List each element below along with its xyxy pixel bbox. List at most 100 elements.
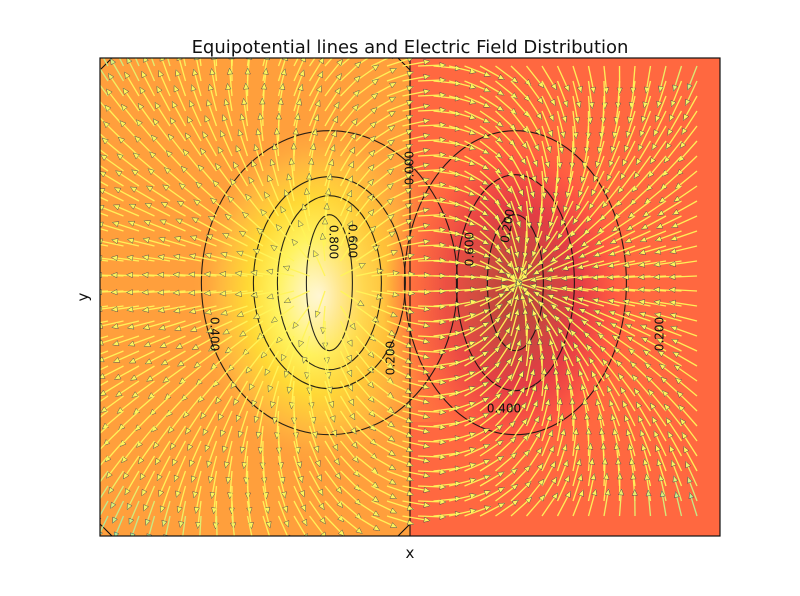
field-arrow-head bbox=[608, 310, 616, 317]
field-arrow-head bbox=[139, 473, 146, 481]
field-arrow-head bbox=[598, 427, 605, 435]
field-arrow-head bbox=[368, 149, 376, 157]
field-arrow-head bbox=[607, 262, 615, 269]
field-arrow-head bbox=[373, 524, 381, 531]
field-arrow-shaft bbox=[100, 515, 109, 535]
field-arrow-head bbox=[215, 397, 222, 405]
field-arrow-head bbox=[260, 209, 267, 217]
field-arrow-head bbox=[681, 432, 688, 440]
field-arrow-head bbox=[369, 225, 377, 233]
field-arrow-head bbox=[291, 238, 299, 246]
field-arrow-shaft bbox=[213, 58, 218, 82]
field-arrow-head bbox=[142, 324, 150, 330]
field-arrow-head bbox=[352, 89, 360, 97]
field-arrow-head bbox=[511, 499, 519, 506]
field-arrow-head bbox=[655, 115, 661, 123]
field-arrow-head bbox=[517, 189, 524, 197]
field-arrow-head bbox=[264, 506, 271, 514]
field-arrow-head bbox=[346, 189, 352, 198]
field-arrow-head bbox=[653, 430, 660, 438]
field-arrow-head bbox=[348, 398, 355, 407]
field-arrow-head bbox=[656, 338, 664, 344]
field-arrow-head bbox=[317, 71, 324, 79]
field-arrow-head bbox=[282, 505, 288, 514]
field-arrow-head bbox=[315, 310, 321, 318]
field-arrow-head bbox=[100, 221, 104, 228]
field-arrow-head bbox=[387, 154, 395, 161]
negative-contour-middle bbox=[455, 174, 575, 392]
field-arrow-head bbox=[205, 234, 214, 241]
field-arrow-head bbox=[639, 236, 647, 242]
field-arrow-head bbox=[422, 177, 431, 184]
field-arrow-head bbox=[484, 264, 492, 271]
field-arrow-shaft bbox=[100, 380, 109, 387]
field-arrow-head bbox=[319, 517, 326, 525]
field-arrow-head bbox=[376, 293, 384, 300]
field-arrow-head bbox=[624, 145, 630, 153]
field-arrow-head bbox=[369, 121, 377, 129]
field-arrow-head bbox=[368, 410, 376, 417]
field-arrow-head bbox=[493, 331, 501, 338]
field-arrow-head bbox=[542, 177, 549, 185]
field-arrow-head bbox=[423, 413, 431, 420]
field-arrow-shaft bbox=[150, 58, 156, 67]
field-arrow-head bbox=[623, 311, 631, 317]
field-arrow-head bbox=[585, 427, 592, 435]
field-arrow-head bbox=[516, 204, 523, 213]
field-arrow-head bbox=[272, 535, 273, 536]
field-arrow-head bbox=[495, 408, 503, 416]
field-arrow-head bbox=[588, 457, 595, 465]
field-arrow-head bbox=[406, 325, 414, 332]
field-arrow-head bbox=[612, 131, 618, 139]
field-arrow-head bbox=[222, 445, 228, 453]
field-arrow-head bbox=[176, 200, 185, 207]
field-arrow-head bbox=[388, 464, 397, 471]
field-arrow-head bbox=[406, 100, 414, 106]
field-arrow-shaft bbox=[100, 440, 109, 451]
field-arrow-shaft bbox=[277, 58, 283, 67]
field-arrow-head bbox=[234, 270, 242, 277]
field-arrow-head bbox=[253, 313, 261, 319]
field-arrow-head bbox=[510, 452, 518, 460]
field-arrow-head bbox=[100, 289, 102, 296]
field-arrow-head bbox=[222, 233, 230, 239]
field-arrow-head bbox=[131, 391, 139, 398]
field-arrow-head bbox=[185, 427, 192, 435]
field-arrow-head bbox=[622, 286, 629, 293]
field-arrow-head bbox=[665, 417, 672, 425]
field-arrow-head bbox=[672, 84, 679, 92]
field-arrow-head bbox=[670, 459, 677, 467]
field-arrow-head bbox=[200, 147, 207, 155]
field-arrow-head bbox=[218, 413, 224, 421]
field-arrow-head bbox=[516, 279, 522, 287]
field-arrow-head bbox=[406, 235, 414, 242]
field-arrow-head bbox=[371, 78, 379, 86]
contour-label-negative-core: 0.200 bbox=[498, 208, 518, 244]
field-arrow-head bbox=[222, 328, 230, 335]
field-arrow-head bbox=[482, 132, 491, 139]
lower-left-contour-corner bbox=[100, 523, 113, 536]
field-arrow-head bbox=[388, 111, 396, 118]
field-arrow-head bbox=[525, 497, 533, 504]
field-arrow-head bbox=[497, 471, 505, 478]
field-arrow-head bbox=[469, 508, 477, 515]
field-arrow-head bbox=[513, 308, 520, 316]
field-arrow-head bbox=[132, 152, 140, 160]
field-arrow-head bbox=[270, 401, 276, 409]
field-arrow-head bbox=[627, 443, 634, 451]
field-arrow-head bbox=[406, 85, 414, 92]
field-arrow-head bbox=[237, 430, 244, 439]
field-arrow-head bbox=[637, 144, 644, 152]
field-arrow-head bbox=[352, 455, 359, 463]
field-arrow-head bbox=[261, 82, 268, 90]
field-arrow-head bbox=[158, 489, 165, 498]
field-arrow-head bbox=[154, 457, 161, 466]
field-arrow-head bbox=[236, 311, 244, 317]
field-arrow-head bbox=[294, 112, 301, 120]
field-arrow-head bbox=[392, 270, 400, 277]
field-arrow-head bbox=[483, 71, 491, 77]
field-arrow-head bbox=[669, 445, 675, 453]
field-arrow-head bbox=[504, 247, 511, 255]
contour-label-negative-outer: 0.200 bbox=[653, 317, 667, 351]
field-arrow-head bbox=[481, 209, 489, 216]
